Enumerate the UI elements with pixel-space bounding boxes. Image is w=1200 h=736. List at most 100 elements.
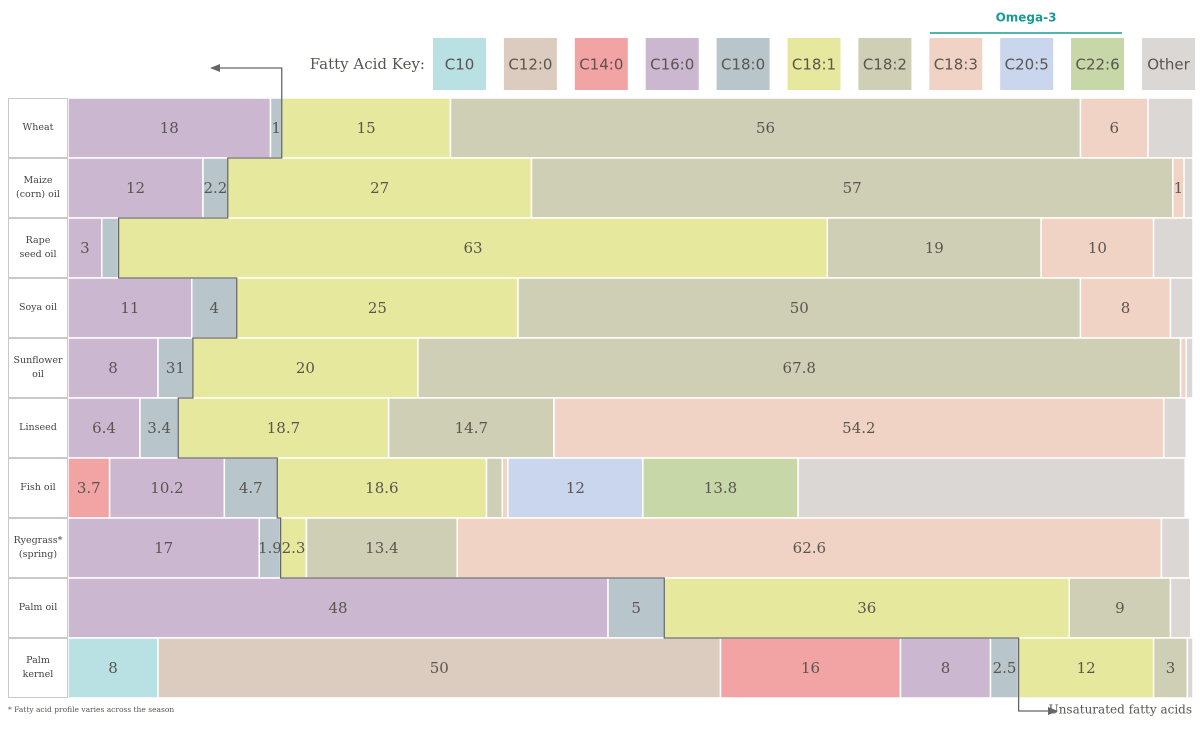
legend-swatch	[929, 38, 983, 90]
divider-label: Unsaturated fatty acids	[1049, 703, 1192, 717]
legend-swatch	[645, 38, 699, 90]
legend-swatch	[787, 38, 841, 90]
bar-segment	[719, 637, 902, 699]
arrow-head	[1048, 707, 1058, 715]
bar-segment	[1040, 217, 1155, 279]
legend-swatch	[433, 38, 486, 90]
bar-segment	[1152, 217, 1194, 279]
bar-segment	[1079, 277, 1172, 339]
legend-swatch	[503, 38, 557, 90]
value-label: 50	[790, 299, 809, 317]
value-label: 3.7	[77, 479, 101, 497]
bar-segment	[67, 577, 609, 639]
omega-label: Omega-3	[996, 11, 1057, 25]
value-label: 15	[357, 119, 376, 137]
bars	[67, 97, 1194, 699]
bar-segment	[202, 157, 229, 219]
value-label: 50	[430, 659, 449, 677]
bar-segment	[108, 457, 226, 519]
row-label: Soya oil	[8, 278, 68, 338]
legend-swatch	[1071, 38, 1125, 90]
bar-segment	[67, 157, 204, 219]
value-label: 3	[80, 239, 90, 257]
value-label: 13.8	[704, 479, 737, 497]
value-label: 56	[756, 119, 775, 137]
legend-label: C10	[445, 56, 475, 74]
value-label: 25	[368, 299, 387, 317]
bar-segment	[517, 277, 1082, 339]
value-label: 9	[1115, 599, 1125, 617]
row-label: Rape seed oil	[8, 218, 68, 278]
value-label: 8	[1121, 299, 1131, 317]
bar-segment	[1186, 637, 1194, 699]
row-label: Linseed	[8, 398, 68, 458]
legend-label: C20:5	[1005, 56, 1049, 74]
value-label: 12	[126, 179, 145, 197]
row-label: Palm kernel	[8, 638, 68, 698]
value-label: 12	[1077, 659, 1096, 677]
value-label: 2.2	[203, 179, 227, 197]
value-label: 31	[166, 359, 185, 377]
row-label: Wheat	[8, 98, 68, 158]
value-label: 17	[154, 539, 173, 557]
value-label: 1	[271, 119, 281, 137]
value-label: 3	[1166, 659, 1176, 677]
row-label: Sunflower oil	[8, 338, 68, 398]
value-label: 48	[328, 599, 347, 617]
bar-segment	[67, 277, 193, 339]
bar-segment	[67, 517, 260, 579]
bar-segment	[191, 277, 238, 339]
value-label: 36	[857, 599, 876, 617]
divider-line	[117, 67, 1053, 712]
value-label: 54.2	[842, 419, 875, 437]
value-label: 57	[843, 179, 862, 197]
value-label: 12	[566, 479, 585, 497]
value-label: 5	[631, 599, 641, 617]
bar-segment	[1068, 577, 1172, 639]
bar-segment	[276, 457, 488, 519]
bar-segment	[607, 577, 665, 639]
value-label: 27	[370, 179, 389, 197]
value-label: 67.8	[783, 359, 816, 377]
bar-segment	[417, 337, 1182, 399]
value-label: 4.7	[239, 479, 263, 497]
value-label: 20	[296, 359, 315, 377]
value-label: 18.6	[365, 479, 398, 497]
bar-segment	[117, 217, 829, 279]
value-label: 3.4	[147, 419, 171, 437]
legend-label: C18:0	[721, 56, 765, 74]
value-label: 62.6	[793, 539, 826, 557]
value-label: 13.4	[365, 539, 398, 557]
footnote: * Fatty acid profile varies across the s…	[8, 705, 174, 714]
bar-segment	[67, 637, 159, 699]
value-label: 1	[1174, 179, 1184, 197]
legend-label: C22:6	[1076, 56, 1120, 74]
bar-segment	[157, 637, 722, 699]
legend-swatch	[716, 38, 770, 90]
row-label: Fish oil	[8, 458, 68, 518]
value-label: 11	[120, 299, 139, 317]
bar-segment	[67, 217, 103, 279]
value-label: 1.9	[258, 539, 282, 557]
legend-label: C12:0	[508, 56, 552, 74]
arrow-head	[210, 64, 220, 72]
bar-segment	[1163, 397, 1187, 459]
bar-segment	[501, 457, 509, 519]
value-label: 18	[160, 119, 179, 137]
key-title: Fatty Acid Key:	[310, 55, 425, 73]
value-label: 16	[801, 659, 820, 677]
value-label: 63	[463, 239, 482, 257]
value-label: 8	[108, 659, 118, 677]
bar-segment	[1179, 337, 1187, 399]
bar-segment	[1147, 97, 1194, 159]
legend-swatch	[858, 38, 912, 90]
legend-swatch	[1000, 38, 1054, 90]
bar-segment	[456, 517, 1163, 579]
bar-segment	[1017, 637, 1155, 699]
bar-segment	[449, 97, 1082, 159]
bar-segment	[553, 397, 1165, 459]
bar-segment	[101, 217, 120, 279]
